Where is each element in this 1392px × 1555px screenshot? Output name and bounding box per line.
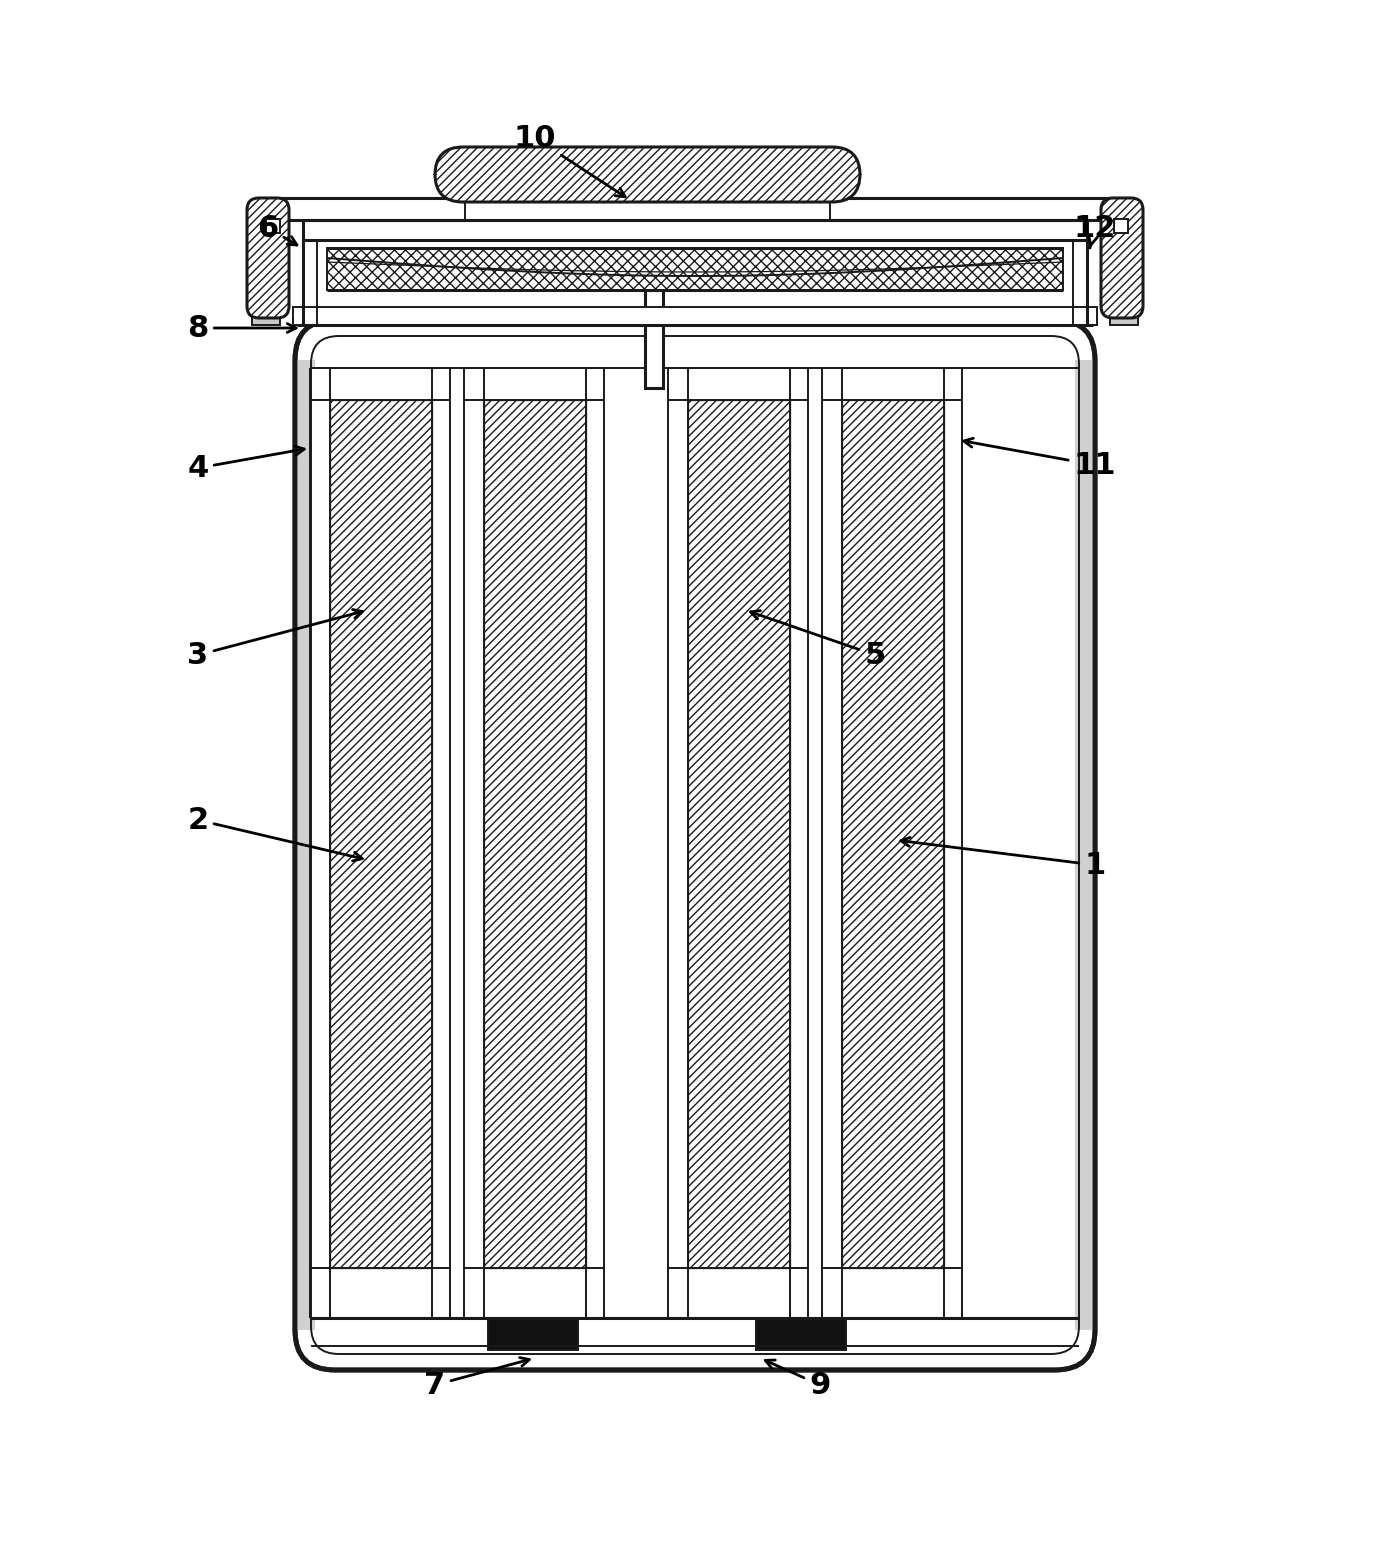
Bar (252, 205, 280, 325)
Text: 2: 2 (188, 805, 362, 861)
Text: 8: 8 (188, 314, 296, 342)
FancyBboxPatch shape (434, 148, 860, 202)
FancyBboxPatch shape (295, 320, 1096, 1370)
Bar (262, 197, 1128, 219)
Text: 5: 5 (750, 611, 885, 670)
Bar (823, 369, 962, 1319)
Bar (668, 369, 807, 1319)
FancyBboxPatch shape (434, 148, 860, 202)
FancyBboxPatch shape (1101, 197, 1143, 319)
Bar (292, 306, 1097, 325)
Text: 6: 6 (258, 213, 296, 246)
Text: 9: 9 (766, 1361, 831, 1400)
Text: 10: 10 (514, 123, 625, 197)
Text: 1: 1 (901, 838, 1105, 880)
Bar (688, 400, 791, 1267)
Text: 12: 12 (1073, 213, 1116, 247)
Bar (842, 400, 944, 1267)
Bar (296, 361, 315, 1330)
Bar (327, 247, 1063, 289)
FancyBboxPatch shape (246, 197, 290, 319)
Bar (1075, 361, 1093, 1330)
Bar (1114, 219, 1128, 233)
Bar (330, 400, 432, 1267)
Bar (464, 369, 604, 1319)
Bar (310, 369, 450, 1319)
Bar (465, 202, 830, 219)
Text: 11: 11 (963, 439, 1116, 479)
Text: 4: 4 (188, 446, 305, 482)
Bar (644, 289, 663, 389)
Text: 3: 3 (188, 610, 362, 670)
Bar (756, 1319, 846, 1350)
Text: 7: 7 (425, 1358, 529, 1400)
Bar (489, 1319, 578, 1350)
Bar (1109, 205, 1139, 325)
Bar (484, 400, 586, 1267)
Bar (266, 219, 280, 233)
